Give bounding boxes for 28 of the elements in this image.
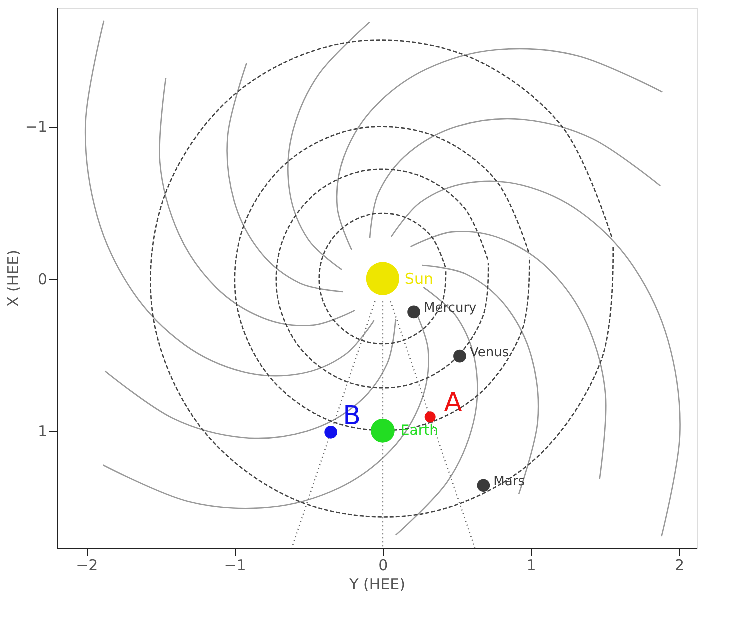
x-tick-label: 0	[378, 556, 388, 574]
series-label: Earth	[400, 422, 438, 439]
line-series	[226, 62, 344, 293]
series-label: B	[343, 401, 361, 432]
x-axis-title: Y (HEE)	[348, 576, 406, 594]
y-axis-title: X (HEE)	[4, 250, 22, 307]
series-label: Venus	[470, 345, 510, 360]
line-series	[336, 48, 664, 251]
line-series	[159, 78, 356, 326]
y-tick-label: −1	[25, 118, 48, 136]
point	[408, 306, 420, 319]
point	[370, 418, 395, 443]
x-tick-label: −2	[76, 556, 98, 574]
series-label: Sun	[404, 270, 434, 288]
series-label: Mars	[494, 474, 526, 490]
y-tick-label: 0	[38, 270, 48, 288]
x-tick-label: 2	[674, 556, 684, 574]
y-tick-label: 1	[38, 422, 48, 440]
point	[477, 479, 490, 492]
point	[424, 412, 436, 423]
x-tick-label: −1	[224, 556, 246, 574]
x-tick-label: 1	[526, 556, 536, 574]
point	[454, 350, 466, 363]
line-series	[104, 318, 396, 440]
point	[324, 426, 338, 439]
series-label: A	[444, 388, 462, 418]
line-series	[369, 118, 662, 239]
series-label: Mercury	[424, 301, 478, 316]
